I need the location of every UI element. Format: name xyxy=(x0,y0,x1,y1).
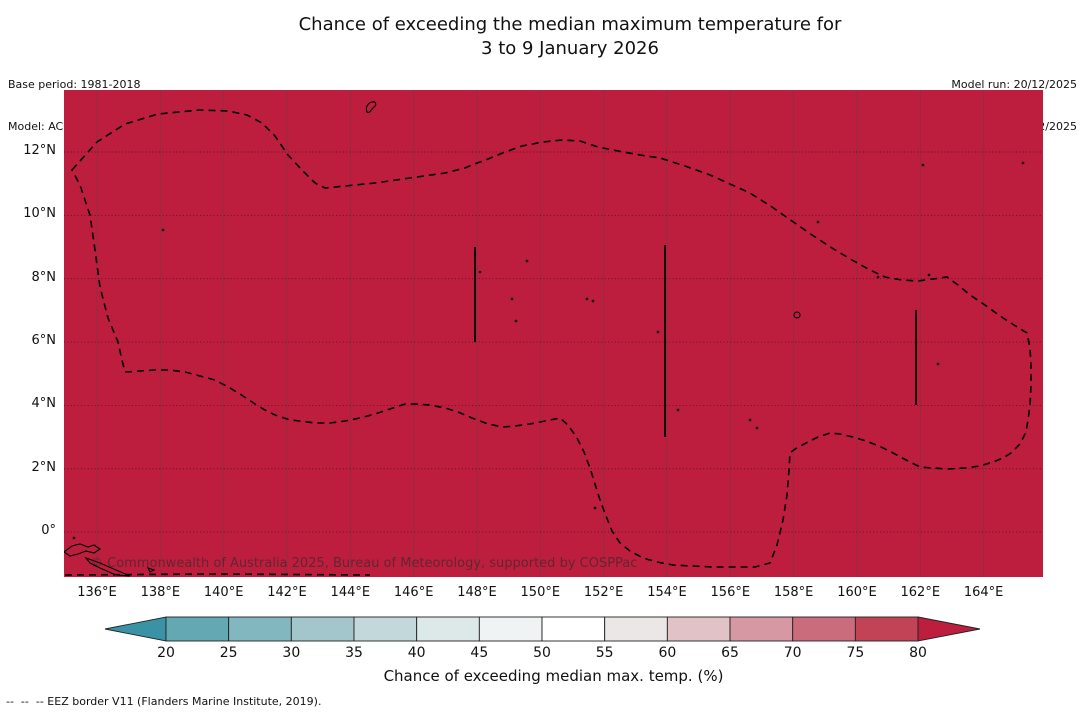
x-tick-label: 150°E xyxy=(520,585,561,600)
island-speck xyxy=(921,163,925,167)
colorbar-tick-label: 60 xyxy=(658,645,677,661)
colorbar-cell xyxy=(541,616,606,642)
colorbar-label: Chance of exceeding median max. temp. (%… xyxy=(383,667,724,685)
pohnpei-outline xyxy=(793,311,801,319)
x-tick-label: 154°E xyxy=(647,585,687,600)
x-tick-label: 156°E xyxy=(710,585,751,600)
map-fill xyxy=(64,90,1043,577)
colorbar-cell xyxy=(854,616,919,642)
island-speck xyxy=(525,259,529,263)
colorbar-tick-label: 55 xyxy=(595,645,614,661)
colorbar-under-arrow xyxy=(104,616,167,642)
island-speck xyxy=(514,319,518,323)
x-tick-label: 138°E xyxy=(140,585,181,600)
colorbar-cell xyxy=(353,616,418,642)
island-speck xyxy=(876,275,880,279)
island-speck xyxy=(656,330,660,334)
colorbar-tick-label: 45 xyxy=(470,645,489,661)
island-speck xyxy=(72,536,76,540)
colorbar-cell xyxy=(604,616,668,642)
x-tick-label: 162°E xyxy=(900,585,941,600)
colorbar-cell xyxy=(792,616,856,642)
colorbar-tick-label: 25 xyxy=(219,645,238,661)
colorbar-cell xyxy=(290,616,355,642)
colorbar-tick-label: 70 xyxy=(783,645,802,661)
colorbar-over-arrow xyxy=(917,616,981,642)
map-panel: © Commonwealth of Australia 2025, Bureau… xyxy=(64,90,1043,577)
x-tick-label: 142°E xyxy=(267,585,307,600)
island-speck xyxy=(927,273,931,277)
y-tick-label: 8°N xyxy=(31,269,57,285)
coastline-1 xyxy=(64,543,101,557)
y-tick-label: 2°N xyxy=(31,459,57,475)
island-specks xyxy=(72,161,1025,540)
page-title: Chance of exceeding the median maximum t… xyxy=(298,14,842,35)
copyright-watermark: © Commonwealth of Australia 2025, Bureau… xyxy=(90,556,638,571)
state-boundary-lines xyxy=(474,245,917,437)
island-speck xyxy=(748,418,752,422)
colorbar-cell xyxy=(165,616,230,642)
colorbar-tick-label: 80 xyxy=(909,645,927,661)
x-tick-label: 140°E xyxy=(203,585,244,600)
x-tick-label: 160°E xyxy=(837,585,877,600)
y-tick-label: 12°N xyxy=(23,143,56,158)
gridlines xyxy=(64,90,1043,577)
island-speck xyxy=(161,228,165,232)
island-speck xyxy=(936,362,940,366)
page-subtitle: 3 to 9 January 2026 xyxy=(481,38,659,59)
colorbar-cell xyxy=(416,616,480,642)
colorbar-tick-label: 50 xyxy=(533,645,551,661)
coastline-3 xyxy=(146,567,156,573)
map-canvas xyxy=(64,90,1043,577)
coastline-fragments xyxy=(64,543,156,577)
y-tick-label: 10°N xyxy=(23,206,56,222)
island-speck xyxy=(510,297,514,301)
coastline-2 xyxy=(84,556,131,577)
island-speck xyxy=(478,270,482,274)
y-tick-label: 6°N xyxy=(31,333,57,349)
guam-outline xyxy=(365,101,377,113)
colorbar xyxy=(104,616,981,642)
island-speck xyxy=(755,426,759,430)
colorbar-tick-label: 35 xyxy=(345,645,363,661)
colorbar-tick-label: 75 xyxy=(846,645,865,661)
eez-source-note: -- -- -- EEZ border V11 (Flanders Marine… xyxy=(6,695,322,708)
x-tick-label: 148°E xyxy=(457,585,497,600)
eez-border-path xyxy=(71,109,1032,568)
x-tick-label: 136°E xyxy=(77,585,117,600)
colorbar-tick-label: 20 xyxy=(157,645,175,661)
model-run-text: Model run: 20/12/2025 xyxy=(951,78,1077,91)
x-tick-label: 146°E xyxy=(393,585,434,600)
x-tick-label: 158°E xyxy=(773,585,814,600)
colorbar-tick-label: 30 xyxy=(282,645,301,661)
colorbar-cell xyxy=(228,616,292,642)
island-speck xyxy=(591,299,595,303)
base-period-text: Base period: 1981-2018 xyxy=(8,78,141,91)
x-tick-label: 144°E xyxy=(330,585,371,600)
x-tick-label: 152°E xyxy=(583,585,624,600)
x-tick-label: 164°E xyxy=(963,585,1004,600)
base-period-model-note: Base period: 1981-2018 Model: ACCESS-S2 xyxy=(8,50,140,162)
colorbar-tick-label: 40 xyxy=(407,645,426,661)
colorbar-cell xyxy=(729,616,794,642)
y-tick-label: 4°N xyxy=(31,396,57,412)
island-speck xyxy=(593,506,597,510)
island-speck xyxy=(816,220,820,224)
island-speck xyxy=(1021,161,1025,165)
colorbar-cell xyxy=(478,616,543,642)
colorbar-tick-label: 65 xyxy=(721,645,739,661)
y-tick-label: 0° xyxy=(41,523,56,539)
island-speck xyxy=(585,297,589,301)
island-speck xyxy=(676,408,680,412)
colorbar-cell xyxy=(666,616,731,642)
